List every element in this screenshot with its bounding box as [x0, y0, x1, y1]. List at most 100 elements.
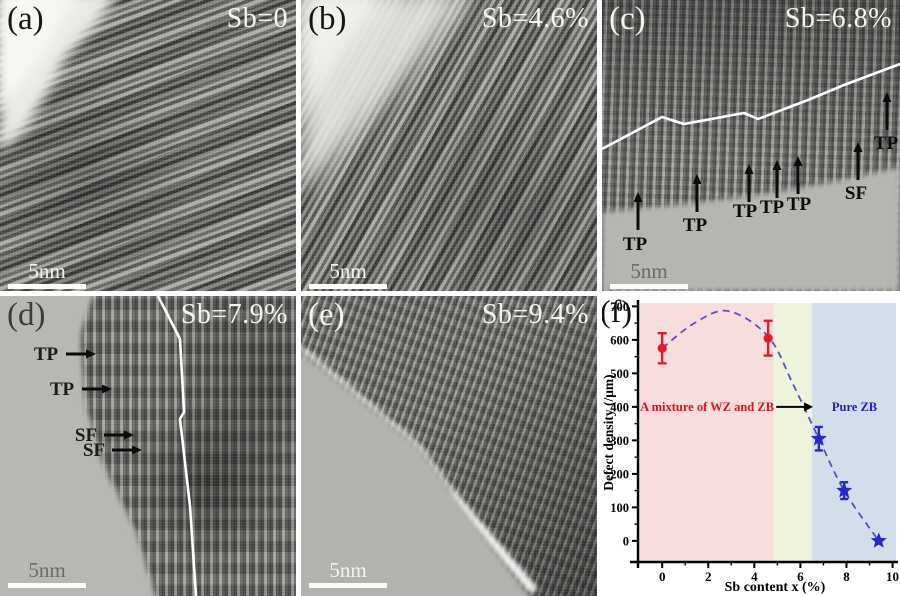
scale-bar-label: 5nm	[329, 558, 367, 582]
defect-label: TP	[34, 344, 59, 365]
defect-label: SF	[845, 183, 867, 204]
y-tick-label: 400	[610, 400, 629, 414]
data-point-star	[810, 430, 827, 446]
up-arrow-icon	[793, 156, 803, 166]
x-tick-label: 6	[797, 569, 804, 584]
defect-label: TP	[683, 215, 708, 236]
data-point-star	[836, 482, 853, 498]
vacuum-region-bright	[0, 0, 74, 108]
panel-c: TP TP TP TP TP SF TP (c) Sb=6.8% 5nm	[602, 0, 900, 291]
defect-label: TP	[623, 234, 648, 255]
scale-bar-label: 5nm	[630, 259, 668, 283]
scale-bar: 5nm	[309, 560, 387, 588]
defect-label: TP	[733, 201, 758, 222]
sb-content-label: Sb=7.9%	[180, 299, 288, 330]
y-tick-label: 500	[610, 367, 629, 381]
panel-d: TP TP SF SF (d) Sb=7.9% 5nm	[0, 296, 296, 596]
trend-curve	[661, 309, 880, 542]
panel-letter: (e)	[308, 297, 345, 333]
right-arrow-icon	[86, 349, 96, 359]
up-arrow-icon	[772, 160, 782, 170]
y-tick-label: 100	[610, 501, 629, 515]
phase-region	[773, 303, 812, 562]
panel-letter: (a)	[7, 1, 44, 37]
scale-bar: 5nm	[8, 560, 86, 588]
x-tick-label: 2	[705, 569, 712, 584]
scale-bar-label: 5nm	[329, 259, 367, 283]
scale-bar: 5nm	[309, 261, 387, 289]
phase-region	[638, 303, 774, 562]
panel-letter: (b)	[308, 1, 347, 37]
phase-boundary-line	[156, 296, 198, 596]
panel-f-chart: 0 2 4 6 8 10 0 100 200 300 400 500 600 700 Sb content …	[602, 296, 900, 596]
panel-a: (a) Sb=0 5nm	[0, 0, 296, 291]
panel-letter: (d)	[7, 297, 46, 333]
right-arrow-icon	[804, 402, 814, 412]
right-arrow-icon	[124, 430, 134, 440]
up-arrow-icon	[853, 142, 863, 152]
sb-content-label: Sb=4.6%	[481, 3, 589, 34]
sb-content-label: Sb=0	[226, 3, 288, 34]
x-tick-label: 10	[886, 569, 899, 584]
y-tick-label: 700	[610, 300, 629, 314]
scale-bar: 5nm	[610, 261, 688, 289]
sb-content-label: Sb=9.4%	[481, 299, 589, 330]
scale-bar-label: 5nm	[28, 558, 66, 582]
up-arrow-icon	[633, 192, 643, 202]
data-point-star	[870, 532, 887, 548]
scale-bar: 5nm	[8, 261, 86, 289]
right-arrow-icon	[132, 445, 142, 455]
x-axis-title: Sb content x (%)	[725, 580, 826, 595]
panel-letter: (f)	[602, 296, 632, 329]
x-tick-label: 0	[659, 569, 666, 584]
scale-bar-line	[309, 284, 387, 289]
region-label: A mixture of WZ and ZB	[640, 400, 774, 414]
scale-bar-label: 5nm	[28, 259, 66, 283]
data-point-circle	[763, 333, 773, 343]
up-arrow-icon	[882, 92, 892, 102]
panel-b-overlay	[301, 0, 469, 195]
panel-a-overlay	[0, 0, 115, 152]
vacuum-region-bright	[301, 0, 384, 120]
scale-bar-line	[8, 284, 86, 289]
y-tick-label: 600	[610, 333, 629, 347]
y-axis-title: Defect density (/μm)	[602, 374, 616, 490]
defect-label: TP	[874, 133, 899, 154]
up-arrow-icon	[692, 174, 702, 184]
vacuum-region	[0, 296, 156, 596]
defect-label: TP	[50, 379, 75, 400]
panel-e: (e) Sb=9.4% 5nm	[301, 296, 597, 596]
panel-e-overlay	[301, 346, 538, 596]
phase-boundary-line	[602, 62, 900, 151]
y-tick-label: 300	[610, 434, 629, 448]
y-tick-label: 200	[610, 467, 629, 481]
defect-label: SF	[83, 440, 105, 461]
sb-content-label: Sb=6.8%	[784, 3, 892, 34]
data-point-circle	[657, 343, 667, 353]
panel-letter: (c)	[609, 1, 646, 37]
scale-bar-line	[8, 583, 86, 588]
phase-region	[811, 303, 896, 562]
chart-regions	[638, 303, 896, 562]
region-label: Pure ZB	[832, 400, 877, 414]
defect-label: TP	[760, 197, 785, 218]
x-tick-label: 8	[843, 569, 850, 584]
up-arrow-icon	[744, 164, 754, 174]
panel-b: (b) Sb=4.6% 5nm	[301, 0, 597, 291]
right-arrow-icon	[102, 384, 112, 394]
chart-annotations: A mixture of WZ and ZB Pure ZB	[640, 400, 877, 414]
defect-label: TP	[787, 194, 812, 215]
chart-data-points	[657, 319, 887, 548]
vacuum-region	[301, 352, 530, 596]
x-tick-label: 4	[751, 569, 758, 584]
scale-bar-line	[610, 284, 688, 289]
scale-bar-line	[309, 583, 387, 588]
vacuum-region	[602, 167, 900, 291]
